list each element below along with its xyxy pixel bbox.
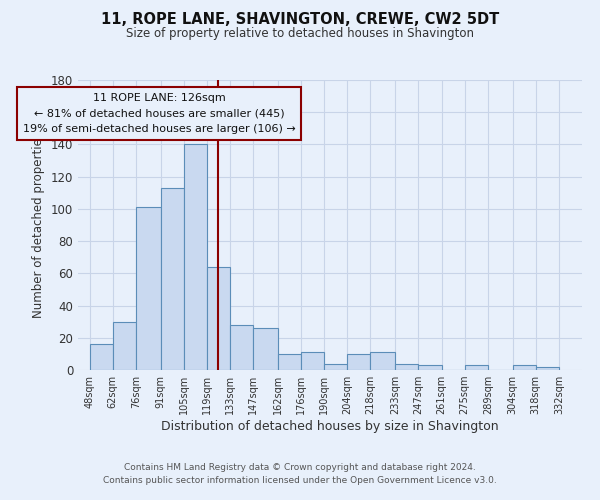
Bar [184,144,207,370]
Bar [370,352,395,370]
Bar [136,208,161,370]
Bar [113,322,136,370]
Bar [418,365,442,370]
Bar [278,354,301,370]
Text: 11, ROPE LANE, SHAVINGTON, CREWE, CW2 5DT: 11, ROPE LANE, SHAVINGTON, CREWE, CW2 5D… [101,12,499,28]
X-axis label: Distribution of detached houses by size in Shavington: Distribution of detached houses by size … [161,420,499,433]
Bar [230,325,253,370]
Y-axis label: Number of detached properties: Number of detached properties [32,132,45,318]
Bar [395,364,418,370]
Bar [301,352,324,370]
Bar [347,354,370,370]
Text: Size of property relative to detached houses in Shavington: Size of property relative to detached ho… [126,28,474,40]
Bar [161,188,184,370]
Bar [464,365,488,370]
Bar [324,364,347,370]
Bar [89,344,113,370]
Text: 11 ROPE LANE: 126sqm
← 81% of detached houses are smaller (445)
19% of semi-deta: 11 ROPE LANE: 126sqm ← 81% of detached h… [23,93,295,134]
Text: Contains public sector information licensed under the Open Government Licence v3: Contains public sector information licen… [103,476,497,485]
Bar [253,328,278,370]
Text: Contains HM Land Registry data © Crown copyright and database right 2024.: Contains HM Land Registry data © Crown c… [124,464,476,472]
Bar [512,365,536,370]
Bar [536,367,559,370]
Bar [207,267,230,370]
